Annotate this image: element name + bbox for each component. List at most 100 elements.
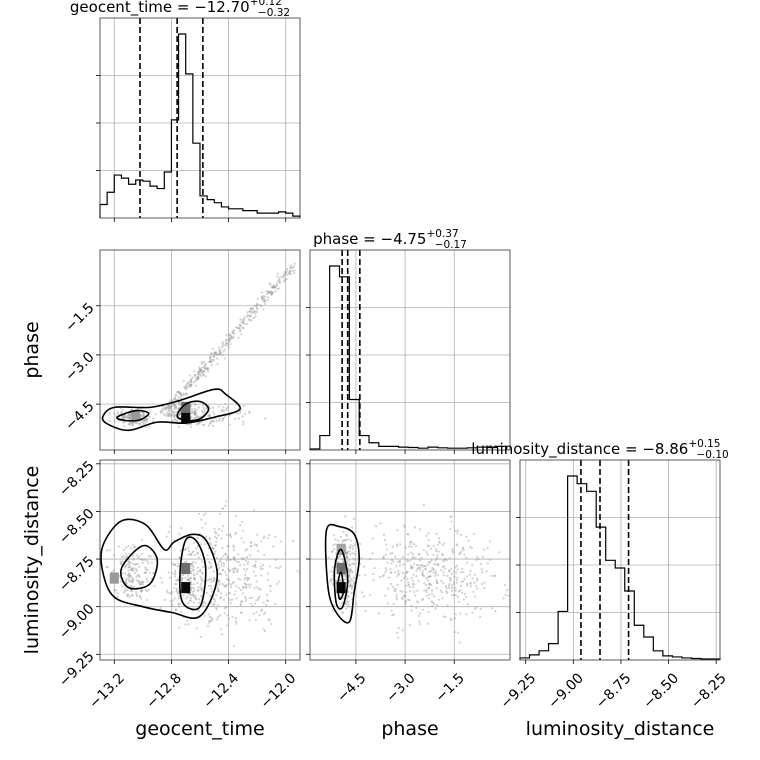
sample-point: [347, 551, 350, 554]
sample-point: [186, 619, 189, 622]
sample-point: [250, 309, 253, 313]
sample-point: [332, 534, 335, 537]
sample-point: [260, 296, 263, 299]
sample-point: [396, 631, 399, 634]
sample-point: [435, 580, 438, 583]
sample-point: [183, 385, 186, 388]
sample-point: [490, 574, 493, 578]
sample-point: [130, 593, 134, 597]
sample-point: [255, 303, 258, 307]
sample-point: [472, 590, 475, 593]
sample-point: [410, 609, 413, 612]
sample-point: [350, 539, 353, 542]
sample-point: [456, 532, 459, 535]
sample-point: [248, 411, 251, 415]
y-tick-label: −8.25: [56, 458, 98, 500]
sample-point: [262, 297, 266, 301]
sample-point: [122, 555, 125, 558]
histogram-bars: [519, 475, 721, 660]
sample-point: [116, 413, 119, 416]
sample-point: [161, 409, 164, 412]
sample-point: [210, 580, 213, 583]
sample-point: [242, 319, 245, 323]
sample-point: [349, 544, 352, 547]
sample-point: [342, 539, 345, 543]
sample-point: [127, 566, 130, 569]
sample-point: [447, 585, 450, 588]
sample-point: [390, 582, 393, 585]
sample-point: [184, 385, 187, 389]
sample-point: [426, 563, 429, 566]
sample-point: [193, 410, 197, 413]
sample-point: [467, 539, 470, 542]
sample-point: [223, 415, 227, 418]
sample-point: [173, 597, 176, 600]
sample-point: [243, 412, 246, 416]
sample-point: [208, 536, 211, 540]
sample-point: [224, 342, 228, 345]
sample-point: [187, 553, 190, 557]
sample-point: [235, 326, 239, 330]
sample-point: [214, 353, 217, 356]
sample-point: [217, 581, 220, 584]
sample-point: [177, 579, 180, 582]
sample-point: [129, 547, 133, 550]
sample-point: [254, 618, 257, 622]
sample-point: [121, 417, 124, 420]
sample-point: [128, 414, 131, 417]
histogram-geocent-time: geocent_time = −12.70+0.12 −0.32: [70, 0, 301, 222]
sample-point: [194, 375, 197, 378]
sample-point: [210, 590, 214, 593]
sample-point: [349, 546, 352, 550]
sample-point: [441, 553, 444, 556]
sample-point: [427, 610, 430, 614]
sample-point: [345, 539, 348, 542]
sample-point: [200, 369, 203, 372]
sample-point: [459, 552, 462, 555]
sample-point: [194, 403, 197, 406]
sample-point: [135, 593, 138, 596]
sample-point: [209, 358, 212, 361]
sample-point: [236, 569, 240, 572]
sample-point: [226, 344, 229, 347]
sample-point: [452, 570, 456, 573]
sample-point: [456, 595, 459, 598]
sample-point: [215, 606, 218, 610]
sample-point: [256, 598, 260, 601]
sample-point: [241, 415, 244, 418]
sample-point: [127, 414, 130, 417]
sample-point: [127, 593, 130, 596]
sample-point: [131, 554, 134, 558]
sample-point: [273, 286, 276, 289]
sample-point: [329, 578, 332, 581]
sample-point: [189, 589, 193, 592]
sample-point: [391, 545, 394, 548]
sample-point: [437, 537, 441, 540]
sample-point: [120, 411, 123, 414]
sample-point: [141, 552, 144, 555]
sample-point: [445, 590, 448, 593]
sample-point: [223, 348, 226, 351]
sample-point: [242, 404, 245, 408]
sample-point: [387, 587, 390, 590]
sample-point: [278, 281, 281, 284]
title-sub: −0.32: [258, 7, 290, 19]
sample-point: [411, 567, 414, 570]
sample-point: [126, 559, 130, 563]
sample-point: [425, 588, 428, 592]
sample-point: [348, 569, 351, 573]
sample-point: [194, 411, 197, 414]
sample-point: [208, 538, 212, 541]
sample-point: [202, 406, 205, 409]
sample-point: [381, 557, 385, 560]
sample-point: [352, 576, 356, 579]
sample-point: [463, 578, 466, 581]
x-tick-label: −8.50: [641, 670, 683, 712]
sample-point: [166, 591, 170, 594]
sample-point: [268, 282, 271, 285]
sample-point: [404, 603, 407, 606]
sample-point: [167, 404, 170, 407]
sample-point: [417, 566, 420, 569]
sample-point: [188, 579, 191, 582]
sample-point: [191, 551, 194, 554]
